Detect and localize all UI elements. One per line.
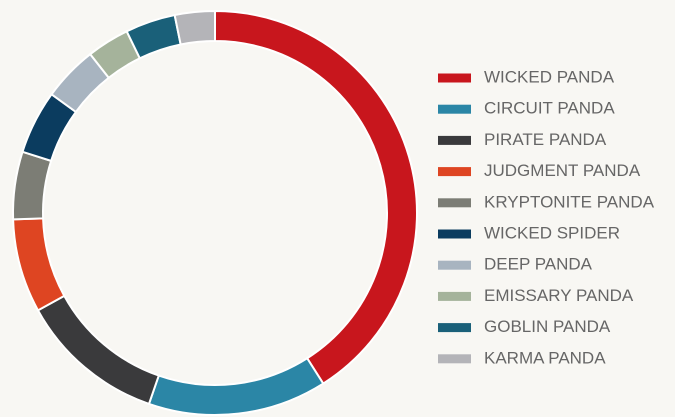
legend-swatch	[438, 73, 471, 83]
legend-label: KRYPTONITE PANDA	[484, 192, 655, 211]
legend-swatch	[438, 229, 471, 239]
legend-label: KARMA PANDA	[484, 348, 606, 367]
legend-swatch	[438, 135, 471, 145]
legend-label: EMISSARY PANDA	[484, 286, 634, 305]
legend-swatch	[438, 323, 471, 333]
legend-label: WICKED SPIDER	[484, 223, 620, 242]
legend-swatch	[438, 167, 471, 177]
legend-label: CIRCUIT PANDA	[484, 99, 615, 118]
legend-label: JUDGMENT PANDA	[484, 161, 641, 180]
legend-label: WICKED PANDA	[484, 67, 615, 86]
legend-swatch	[438, 354, 471, 364]
donut-segment	[173, 9, 216, 46]
legend-swatch	[438, 291, 471, 301]
legend-swatch	[438, 104, 471, 114]
legend-label: GOBLIN PANDA	[484, 317, 611, 336]
legend-swatch	[438, 198, 471, 208]
legend-label: PIRATE PANDA	[484, 130, 607, 149]
legend-label: DEEP PANDA	[484, 255, 593, 274]
legend-swatch	[438, 260, 471, 270]
